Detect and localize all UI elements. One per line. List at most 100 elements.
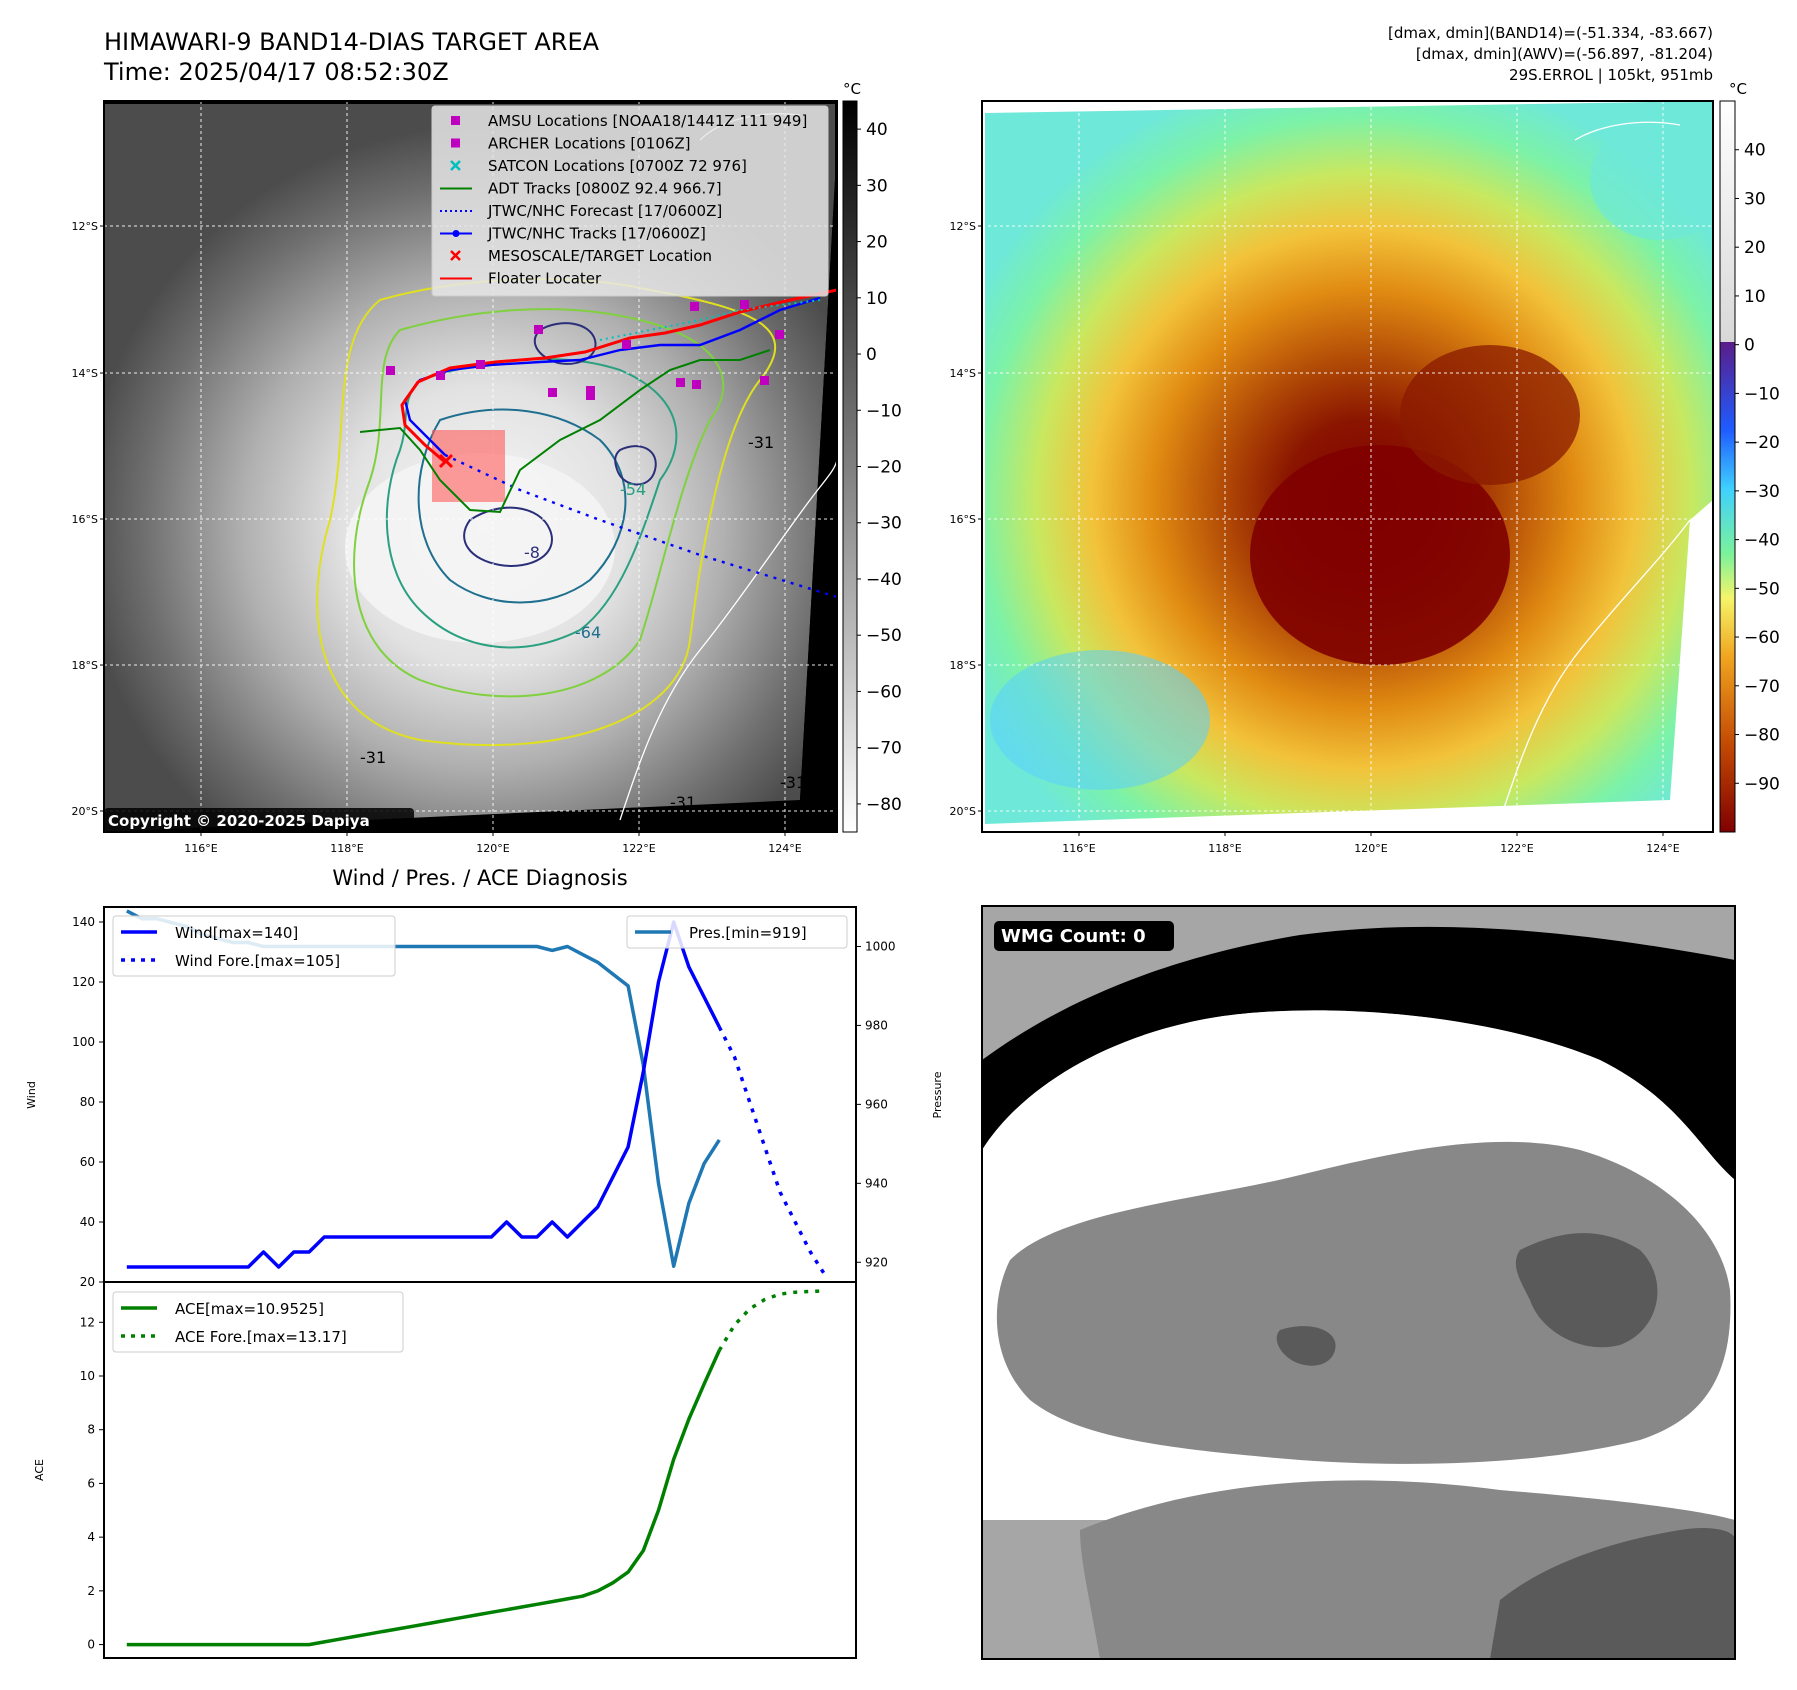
pressure-tick-label: 920: [865, 1255, 888, 1269]
colorbar-tick-label: −80: [866, 795, 902, 815]
ir-color-map: [982, 101, 1713, 832]
legend-label: Floater Locater: [488, 270, 602, 288]
colorbar-tick-label: −50: [1744, 579, 1780, 599]
lat-tick-label: 14°S: [950, 367, 976, 380]
colorbar-tick-label: −70: [1744, 677, 1780, 697]
wind-series-line: [126, 920, 721, 1269]
wind-tick-label: 100: [72, 1035, 95, 1049]
copyright-badge: [104, 808, 414, 832]
colorbar-tick-label: 40: [866, 120, 888, 140]
lon-tick-label: 116°E: [1062, 842, 1095, 855]
lat-tick-label: 12°S: [950, 220, 976, 233]
lat-tick-label: 20°S: [950, 805, 976, 818]
target-marker: [438, 453, 454, 469]
legend-marker: [451, 138, 460, 148]
pressure-tick-label: 980: [865, 1018, 888, 1032]
contour-label: -31: [748, 433, 774, 452]
pressure-legend: Pres.[min=919]: [626, 915, 848, 949]
ace-tick-label: 2: [87, 1584, 95, 1598]
jtwc-track: [403, 296, 821, 456]
colorbar-tick-label: −40: [1744, 531, 1780, 551]
legend-item: Floater Locater: [440, 270, 602, 288]
wind-tick-label: 120: [72, 975, 95, 989]
colorbar-tick-label: 10: [1744, 287, 1766, 307]
colorbar-tick-label: −30: [1744, 482, 1780, 502]
colorbar-tick-label: 0: [866, 345, 877, 365]
legend-item: ARCHER Locations [0106Z]: [451, 135, 691, 153]
wind-legend-label: Wind[max=140]: [175, 924, 298, 942]
ace-legend: ACE[max=10.9525] ACE Fore.[max=13.17]: [112, 1291, 404, 1353]
colorbar-tick-label: 20: [866, 233, 888, 253]
colorbar-tick-label: −70: [866, 739, 902, 759]
legend-item: SATCON Locations [0700Z 72 976]: [450, 157, 747, 175]
legend-label: AMSU Locations [NOAA18/1441Z 111 949]: [488, 112, 807, 130]
colorbar-tick-label: −40: [866, 570, 902, 590]
contour-label: -64: [575, 623, 601, 642]
colorbar-tick-label: −60: [866, 682, 902, 702]
contour-label: -31: [670, 793, 696, 812]
pressure-tick-label: 1000: [865, 939, 896, 953]
figure-time: Time: 2025/04/17 08:52:30Z: [103, 58, 449, 86]
color-colorbar-unit: °C: [1729, 80, 1747, 98]
colorbar-tick-label: −30: [866, 514, 902, 534]
lat-tick-label: 12°S: [72, 220, 98, 233]
wind-legend: Wind[max=140] Wind Fore.[max=105]: [112, 915, 396, 977]
amsu-markers: [386, 300, 784, 400]
wind-tick-label: 20: [80, 1275, 95, 1289]
gray-colorbar-unit: °C: [843, 80, 861, 98]
ace-forecast-legend-label: ACE Fore.[max=13.17]: [175, 1328, 347, 1346]
info-storm: 29S.ERROL | 105kt, 951mb: [1509, 66, 1713, 84]
lon-tick-label: 118°E: [330, 842, 363, 855]
ace-tick-label: 8: [87, 1423, 95, 1437]
legend-label: JTWC/NHC Tracks [17/0600Z]: [487, 225, 706, 243]
floater-track: [400, 288, 837, 464]
colorbar-tick-label: 30: [866, 176, 888, 196]
ace-panel: 12 10 8 6 4 2 0 ACE ACE[max=10.9525] ACE Fore.…: [33, 1281, 857, 1659]
wind-tick-label: 60: [80, 1155, 95, 1169]
ace-tick-label: 0: [87, 1638, 95, 1652]
colorbar-tick-label: −60: [1744, 628, 1780, 648]
ace-tick-label: 10: [80, 1369, 95, 1383]
lon-tick-label: 122°E: [1500, 842, 1533, 855]
diagnosis-title: Wind / Pres. / ACE Diagnosis: [332, 866, 627, 890]
lon-tick-label: 124°E: [768, 842, 801, 855]
wind-tick-label: 40: [80, 1215, 95, 1229]
legend-marker: [452, 230, 460, 237]
wind-forecast-legend-label: Wind Fore.[max=105]: [175, 952, 340, 970]
pressure-axis-label: Pressure: [931, 1071, 944, 1118]
pressure-tick-label: 960: [865, 1097, 888, 1111]
colorbar-tick-label: 30: [1744, 189, 1766, 209]
contour-label: -54: [620, 480, 646, 499]
legend-item: AMSU Locations [NOAA18/1441Z 111 949]: [451, 112, 807, 130]
lat-tick-label: 18°S: [72, 659, 98, 672]
wmg-panel: [982, 906, 1735, 1659]
colorbar-tick-label: −20: [866, 458, 902, 478]
wmg-count-label: WMG Count: 0: [1001, 926, 1146, 947]
colorbar-tick-label: 40: [1744, 141, 1766, 161]
wmg-count-badge: [994, 921, 1174, 951]
wind-pressure-panel: 140 120 100 80 60 40 20 1000 980 960 940 920 Wind …: [25, 906, 944, 1289]
lat-tick-label: 16°S: [950, 513, 976, 526]
ace-forecast-series-line: [717, 1289, 826, 1352]
lon-tick-label: 116°E: [184, 842, 217, 855]
ace-tick-label: 6: [87, 1476, 95, 1490]
satcon-track: [599, 299, 821, 341]
copyright-text: Copyright © 2020-2025 Dapiya: [108, 812, 370, 830]
pressure-tick-label: 940: [865, 1176, 888, 1190]
legend-label: JTWC/NHC Forecast [17/0600Z]: [487, 202, 722, 220]
lat-tick-label: 16°S: [72, 513, 98, 526]
info-band14: [dmax, dmin](BAND14)=(-51.334, -83.667): [1388, 24, 1713, 42]
ace-axis-label: ACE: [33, 1459, 46, 1481]
ace-series-line: [126, 1349, 721, 1647]
lon-tick-label: 122°E: [622, 842, 655, 855]
legend-label: ADT Tracks [0800Z 92.4 966.7]: [488, 180, 722, 198]
lon-tick-label: 120°E: [1354, 842, 1387, 855]
contour-label: -31: [780, 773, 806, 792]
map1-frame: [103, 100, 838, 833]
ace-legend-label: ACE[max=10.9525]: [175, 1300, 324, 1318]
pressure-legend-label: Pres.[min=919]: [689, 924, 807, 942]
colorbar-tick-label: −50: [866, 626, 902, 646]
legend-label: MESOSCALE/TARGET Location: [488, 247, 712, 265]
colorbar-tick-label: −90: [1744, 774, 1780, 794]
